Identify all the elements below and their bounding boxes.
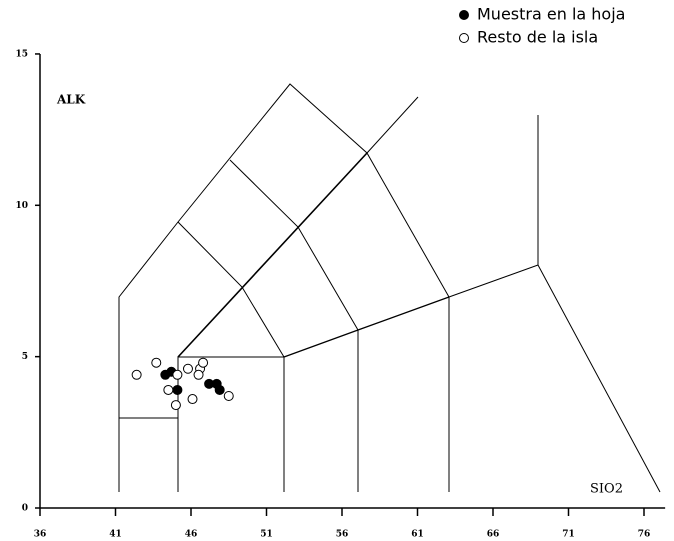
point: [163, 384, 174, 395]
y-tick-label: 15: [15, 49, 28, 59]
point: [170, 400, 181, 411]
x-tick-label: 46: [185, 530, 198, 540]
x-tick-label: 66: [487, 530, 500, 540]
point: [214, 384, 225, 395]
x-tick-label: 61: [411, 530, 424, 540]
legend-label: Muestra en la hoja: [477, 5, 625, 24]
y-tick-label: 5: [22, 352, 28, 362]
x-tick-label: 51: [260, 530, 273, 540]
point: [223, 391, 234, 402]
point: [151, 357, 162, 368]
point: [172, 369, 183, 380]
point: [172, 384, 183, 395]
y-tick-label: 10: [15, 201, 28, 211]
legend-marker: [459, 33, 469, 43]
x-tick-label: 71: [562, 530, 575, 540]
point: [198, 357, 209, 368]
tas-field-lines: [118, 83, 661, 493]
legend-label: Resto de la isla: [477, 28, 598, 47]
point: [193, 369, 204, 380]
x-tick-label: 56: [336, 530, 349, 540]
y-tick-label: 0: [22, 504, 28, 514]
y-axis-label: ALK: [56, 93, 86, 107]
x-tick-label: 41: [109, 530, 122, 540]
point: [182, 363, 193, 374]
point: [187, 394, 198, 405]
x-axis-label: SIO2: [590, 482, 623, 497]
legend-marker: [459, 10, 469, 20]
point: [131, 369, 142, 380]
x-tick-label: 36: [34, 530, 47, 540]
x-tick-label: 76: [638, 530, 651, 540]
